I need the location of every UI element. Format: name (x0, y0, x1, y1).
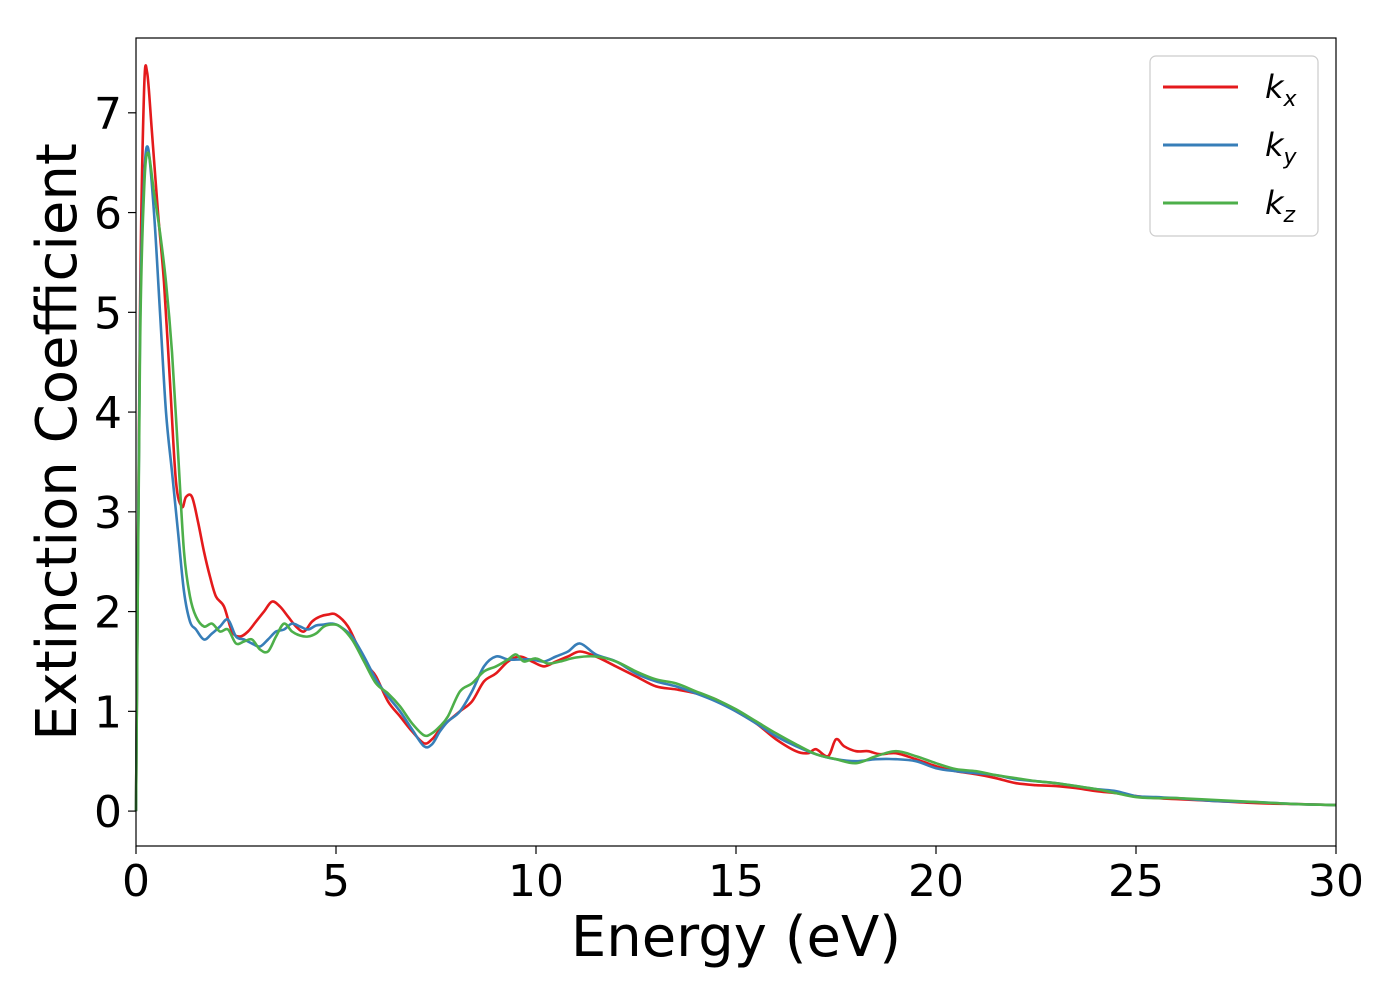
x-tick-label: 0 (122, 856, 150, 907)
y-tick-label: 0 (94, 787, 122, 838)
y-tick-label: 2 (94, 588, 122, 639)
series-lines (134, 64, 1337, 812)
y-tick-label: 7 (94, 89, 122, 140)
legend-label-x: kx (1265, 68, 1298, 112)
y-tick-label: 3 (94, 488, 122, 539)
y-axis-ticks: 0 1 2 3 4 5 6 7 (94, 89, 136, 838)
x-tick-label: 25 (1108, 856, 1164, 907)
x-axis-ticks: 0 5 10 15 20 25 30 (122, 846, 1364, 907)
y-tick-label: 6 (94, 189, 122, 240)
legend: kx ky kz (1149, 55, 1319, 237)
y-tick-label: 4 (94, 388, 122, 439)
series-line-kz (134, 151, 1337, 812)
y-axis-title: Extinction Coefficient (25, 143, 90, 741)
y-tick-label: 5 (94, 288, 122, 339)
y-tick-label: 1 (94, 687, 122, 738)
x-tick-label: 30 (1308, 856, 1364, 907)
series-line-ky (134, 145, 1337, 812)
x-tick-label: 15 (708, 856, 764, 907)
x-tick-label: 10 (508, 856, 564, 907)
x-tick-label: 20 (908, 856, 964, 907)
legend-label-y: ky (1265, 126, 1298, 170)
legend-label-z: kz (1265, 184, 1296, 228)
x-tick-label: 5 (322, 856, 350, 907)
x-axis-title: Energy (eV) (571, 905, 901, 970)
